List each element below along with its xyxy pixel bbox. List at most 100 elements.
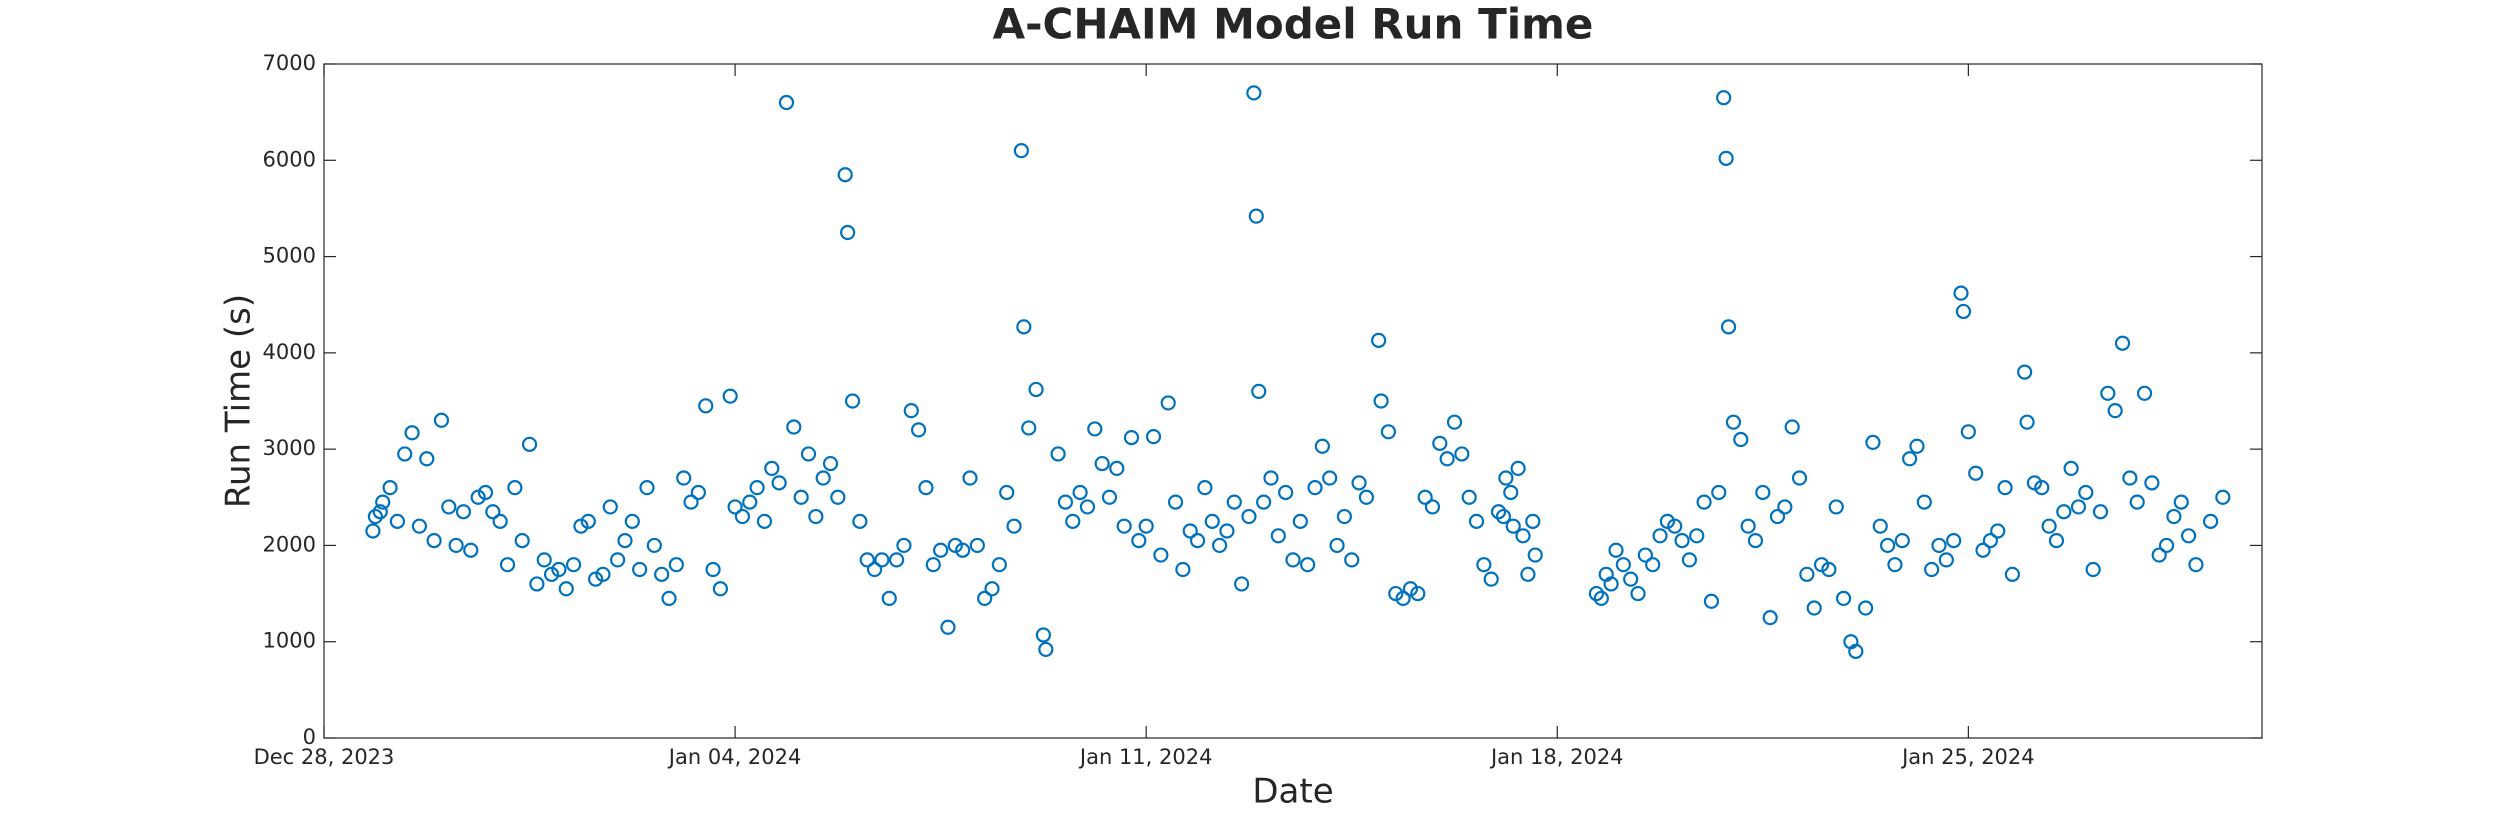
data-point — [397, 446, 413, 462]
data-point — [1623, 571, 1639, 587]
data-point — [925, 557, 941, 573]
data-point — [940, 619, 956, 635]
data-point — [2056, 504, 2072, 520]
data-point — [1094, 455, 1110, 472]
x-tick-label: Jan 11, 2024 — [1078, 745, 1213, 769]
y-axis-label: Run Time (s) — [219, 294, 259, 508]
data-point — [1637, 547, 1653, 563]
data-point — [1380, 424, 1397, 440]
data-point — [676, 470, 692, 486]
data-point — [1747, 533, 1764, 549]
data-point — [1848, 643, 1864, 659]
data-point — [404, 425, 420, 441]
data-point — [492, 513, 508, 529]
y-tick-label: 0 — [303, 725, 316, 749]
data-point — [1880, 537, 1896, 554]
data-point — [1432, 435, 1448, 451]
data-point — [1865, 434, 1881, 451]
data-point — [419, 451, 435, 467]
data-point — [2107, 403, 2123, 419]
data-point — [514, 533, 530, 549]
data-point — [859, 552, 875, 568]
data-point — [1762, 610, 1778, 626]
data-point — [1916, 494, 1932, 510]
data-point — [1160, 395, 1176, 411]
data-point — [778, 94, 795, 111]
y-tick-label: 5000 — [263, 244, 316, 268]
data-point — [1197, 480, 1213, 496]
data-point — [558, 581, 574, 597]
data-point — [1021, 420, 1037, 436]
data-point — [1608, 542, 1624, 558]
data-point — [499, 557, 516, 573]
data-point — [1615, 557, 1631, 573]
y-tick-label: 4000 — [263, 340, 316, 364]
data-point — [1153, 547, 1169, 563]
data-point — [712, 581, 729, 597]
data-point — [1351, 475, 1367, 491]
data-point — [1821, 561, 1837, 578]
data-point — [1681, 552, 1698, 568]
y-tick-label: 3000 — [263, 436, 316, 460]
data-point — [455, 504, 472, 520]
data-point — [749, 480, 765, 496]
data-point — [2100, 385, 2116, 401]
data-point — [1982, 533, 1998, 549]
data-point — [1510, 460, 1526, 476]
data-point — [955, 542, 971, 558]
data-point — [764, 460, 780, 476]
data-point — [2215, 489, 2231, 505]
data-point — [2188, 557, 2204, 573]
data-point — [529, 576, 545, 592]
data-point — [1050, 446, 1066, 462]
data-point — [881, 590, 897, 606]
data-point — [632, 561, 648, 578]
data-point — [1439, 451, 1455, 467]
data-point — [1131, 533, 1147, 549]
y-tick-label: 7000 — [263, 51, 316, 75]
data-point — [1087, 421, 1103, 437]
data-point — [433, 412, 450, 428]
data-point — [2180, 528, 2197, 544]
data-point — [1344, 552, 1360, 568]
data-point — [536, 552, 552, 568]
data-point — [840, 224, 856, 241]
data-point — [1630, 585, 1646, 602]
data-point — [1395, 590, 1411, 606]
data-point — [365, 523, 381, 539]
x-tick-label: Dec 28, 2023 — [254, 745, 395, 769]
data-point — [1887, 557, 1903, 573]
data-point — [1784, 419, 1800, 435]
data-point — [1769, 508, 1786, 525]
data-point — [1256, 494, 1272, 510]
data-point — [1520, 566, 1536, 582]
data-point — [485, 504, 501, 520]
data-point — [2129, 494, 2145, 510]
data-point — [1902, 451, 1918, 467]
data-point — [1189, 533, 1206, 549]
data-point — [1424, 499, 1441, 515]
data-point — [1371, 332, 1387, 348]
data-point — [1336, 508, 1352, 525]
data-point — [2136, 385, 2153, 401]
x-tick-label: Jan 04, 2024 — [667, 745, 802, 769]
data-point — [722, 388, 738, 404]
data-point — [1498, 470, 1514, 486]
data-point — [962, 470, 978, 486]
data-point — [991, 557, 1007, 573]
data-point — [1314, 438, 1330, 454]
data-point — [2092, 504, 2109, 520]
data-point — [2144, 475, 2160, 491]
data-point — [1495, 508, 1512, 525]
data-point — [1116, 518, 1132, 534]
y-tick-label: 1000 — [263, 629, 316, 653]
data-point — [1525, 513, 1541, 529]
data-point — [1955, 303, 1972, 320]
data-point — [521, 436, 538, 452]
data-point — [1857, 600, 1874, 616]
data-point — [1593, 590, 1609, 606]
data-point — [1454, 446, 1470, 462]
data-point — [1835, 590, 1852, 606]
data-point — [742, 494, 758, 510]
data-point — [1292, 513, 1308, 529]
